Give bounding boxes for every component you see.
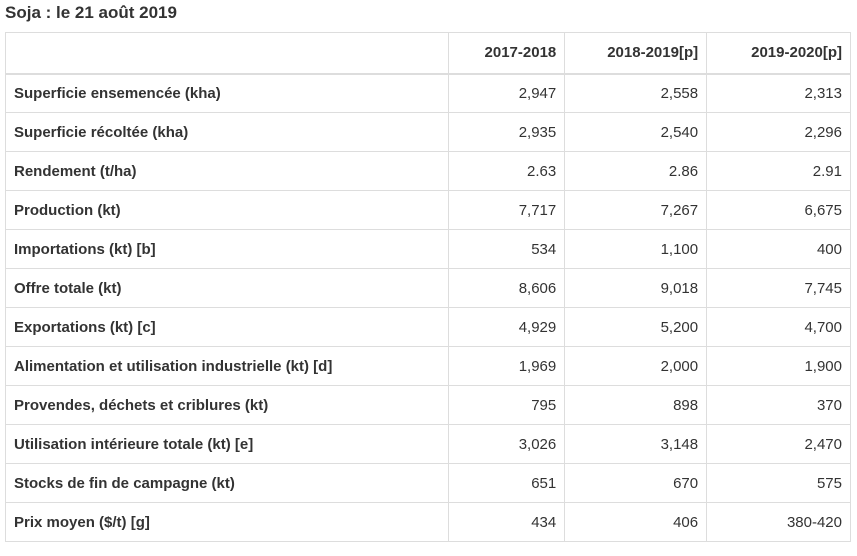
cell-value: 898: [564, 385, 708, 425]
cell-value: 651: [448, 463, 566, 503]
cell-value: 2,540: [564, 112, 708, 152]
row-label: Stocks de fin de campagne (kt): [4, 463, 450, 503]
row-label: Utilisation intérieure totale (kt) [e]: [4, 424, 450, 464]
table-row: Provendes, déchets et criblures (kt) 795 8…: [4, 385, 851, 425]
cell-value: 3,026: [448, 424, 566, 464]
column-header: 2018-2019[p]: [564, 32, 708, 75]
cell-value: 1,900: [706, 346, 851, 386]
table-row: Rendement (t/ha) 2.63 2.86 2.91: [4, 151, 851, 191]
row-label: Alimentation et utilisation industrielle…: [4, 346, 450, 386]
cell-value: 1,100: [564, 229, 708, 269]
table-row: Alimentation et utilisation industrielle…: [4, 346, 851, 386]
row-label: Importations (kt) [b]: [4, 229, 450, 269]
cell-value: 2.63: [448, 151, 566, 191]
soybean-table: 2017-2018 2018-2019[p] 2019-2020[p] Superf…: [4, 32, 851, 542]
cell-value: 7,745: [706, 268, 851, 308]
table-row: Offre totale (kt) 8,606 9,018 7,745: [4, 268, 851, 308]
table-row: Importations (kt) [b] 534 1,100 400: [4, 229, 851, 269]
cell-value: 670: [564, 463, 708, 503]
table-row: Prix moyen ($/t) [g] 434 406 380-420: [4, 502, 851, 542]
cell-value: 3,148: [564, 424, 708, 464]
cell-value: 8,606: [448, 268, 566, 308]
cell-value: 795: [448, 385, 566, 425]
cell-value: 7,267: [564, 190, 708, 230]
cell-value: 9,018: [564, 268, 708, 308]
column-header: 2019-2020[p]: [706, 32, 851, 75]
table-row: Superficie récoltée (kha) 2,935 2,540 2,296: [4, 112, 851, 152]
row-label: Prix moyen ($/t) [g]: [4, 502, 450, 542]
column-header: [4, 32, 450, 75]
cell-value: 380-420: [706, 502, 851, 542]
cell-value: 2,470: [706, 424, 851, 464]
table-row: Utilisation intérieure totale (kt) [e] 3,…: [4, 424, 851, 464]
cell-value: 6,675: [706, 190, 851, 230]
row-label: Provendes, déchets et criblures (kt): [4, 385, 450, 425]
cell-value: 5,200: [564, 307, 708, 347]
table-row: Superficie ensemencée (kha) 2,947 2,558 2,3…: [4, 73, 851, 113]
row-label: Production (kt): [4, 190, 450, 230]
row-label: Exportations (kt) [c]: [4, 307, 450, 347]
cell-value: 2,000: [564, 346, 708, 386]
cell-value: 2.91: [706, 151, 851, 191]
cell-value: 2.86: [564, 151, 708, 191]
cell-value: 2,558: [564, 73, 708, 113]
cell-value: 434: [448, 502, 566, 542]
cell-value: 7,717: [448, 190, 566, 230]
row-label: Superficie récoltée (kha): [4, 112, 450, 152]
row-label: Superficie ensemencée (kha): [4, 73, 450, 113]
table-row: Exportations (kt) [c] 4,929 5,200 4,700: [4, 307, 851, 347]
cell-value: 370: [706, 385, 851, 425]
cell-value: 2,947: [448, 73, 566, 113]
header-row: 2017-2018 2018-2019[p] 2019-2020[p]: [4, 32, 851, 75]
cell-value: 2,313: [706, 73, 851, 113]
table-row: Production (kt) 7,717 7,267 6,675: [4, 190, 851, 230]
cell-value: 534: [448, 229, 566, 269]
cell-value: 1,969: [448, 346, 566, 386]
cell-value: 4,929: [448, 307, 566, 347]
table-title: Soja : le 21 août 2019: [5, 3, 177, 22]
row-label: Offre totale (kt): [4, 268, 450, 308]
row-label: Rendement (t/ha): [4, 151, 450, 191]
cell-value: 400: [706, 229, 851, 269]
cell-value: 575: [706, 463, 851, 503]
table-row: Stocks de fin de campagne (kt) 651 670 575: [4, 463, 851, 503]
cell-value: 406: [564, 502, 708, 542]
cell-value: 2,296: [706, 112, 851, 152]
cell-value: 4,700: [706, 307, 851, 347]
cell-value: 2,935: [448, 112, 566, 152]
column-header: 2017-2018: [448, 32, 566, 75]
